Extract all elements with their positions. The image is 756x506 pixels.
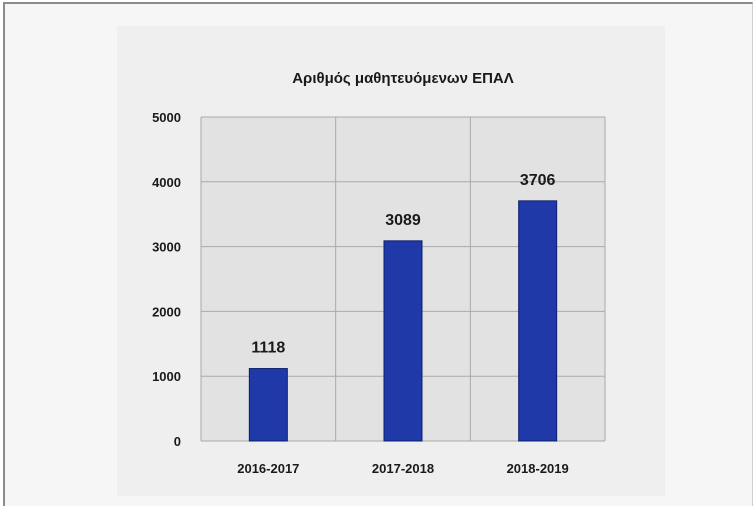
x-axis: 2016-2017 2017-2018 2018-2019 <box>237 461 569 476</box>
bar-chart: Αριθμός μαθητευόμενων ΕΠΑΛ 0 1000 2000 3000… <box>152 70 606 476</box>
x-tick-label: 2016-2017 <box>237 461 299 476</box>
y-tick-label: 2000 <box>152 304 181 319</box>
data-label-2018-2019: 3706 <box>520 172 556 189</box>
chart-panel: Αριθμός μαθητευόμενων ΕΠΑΛ 0 1000 2000 3000… <box>117 26 665 496</box>
y-tick-label: 1000 <box>152 369 181 384</box>
data-label-2017-2018: 3089 <box>385 212 421 229</box>
x-tick-label: 2018-2019 <box>507 461 569 476</box>
bars: 1118 3089 3706 <box>248 172 558 442</box>
bar-2018-2019 <box>518 200 558 442</box>
y-tick-label: 0 <box>174 434 181 449</box>
y-axis: 0 1000 2000 3000 4000 5000 <box>152 110 181 449</box>
x-tick-label: 2017-2018 <box>372 461 434 476</box>
window-frame: Αριθμός μαθητευόμενων ΕΠΑΛ 0 1000 2000 3000… <box>3 2 753 506</box>
chart-title: Αριθμός μαθητευόμενων ΕΠΑΛ <box>292 70 514 87</box>
y-tick-label: 3000 <box>152 240 181 255</box>
data-label-2016-2017: 1118 <box>251 340 285 357</box>
y-tick-label: 5000 <box>152 110 181 125</box>
bar-2017-2018 <box>383 240 423 442</box>
y-tick-label: 4000 <box>152 175 181 190</box>
bar-2016-2017 <box>248 368 288 442</box>
